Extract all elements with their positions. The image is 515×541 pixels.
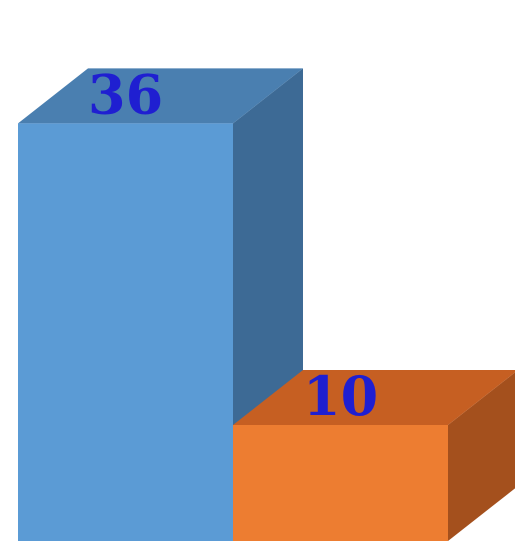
bar-1-top-face	[18, 68, 303, 124]
bar-1-front-face	[18, 123, 233, 541]
bar-2-data-label: 10	[303, 364, 378, 428]
bar-2	[233, 370, 515, 541]
bar-1-data-label: 36	[88, 62, 163, 126]
bar-2-side-face	[448, 372, 515, 541]
bar-2-front-face	[233, 425, 448, 541]
bar-2-top-face	[233, 370, 515, 425]
